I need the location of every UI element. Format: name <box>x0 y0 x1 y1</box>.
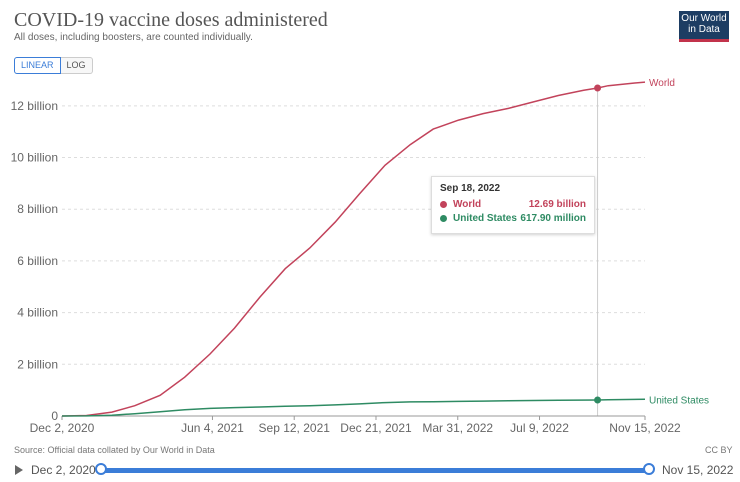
y-tick-label: 2 billion <box>17 357 58 371</box>
line-chart[interactable]: 0 2 billion 4 billion 6 billion 8 billion 10 … <box>0 0 740 440</box>
x-tick-label: Dec 2, 2020 <box>30 421 95 435</box>
logo-line-1: Our World <box>681 13 727 24</box>
y-tick-label: 12 billion <box>11 99 58 113</box>
timeline-end-label: Nov 15, 2022 <box>662 463 734 477</box>
world-dot-icon <box>440 201 447 208</box>
y-tick-label: 6 billion <box>17 254 58 268</box>
x-tick-label: Sep 12, 2021 <box>259 421 331 435</box>
chart-tooltip: Sep 18, 2022 World 12.69 billion United … <box>431 176 595 234</box>
y-tick-label: 10 billion <box>11 151 58 165</box>
license-link[interactable]: CC BY <box>705 445 733 455</box>
united-states-end-label[interactable]: United States <box>649 395 709 406</box>
united-states-dot-icon <box>440 215 447 222</box>
play-icon[interactable] <box>15 465 23 475</box>
chart-subtitle: All doses, including boosters, are count… <box>14 32 253 43</box>
logo-line-2: in Data <box>688 24 720 35</box>
tooltip-series-value: 617.90 million <box>520 213 586 224</box>
x-tick-label: Dec 21, 2021 <box>340 421 412 435</box>
tooltip-row-united-states: United States 617.90 million <box>440 213 586 224</box>
timeline-track[interactable] <box>101 468 649 473</box>
x-tick-label: Jun 4, 2021 <box>181 421 244 435</box>
tooltip-series-name: United States <box>453 213 517 224</box>
x-tick-label: Mar 31, 2022 <box>422 421 493 435</box>
tooltip-date: Sep 18, 2022 <box>440 183 501 194</box>
x-tick-label: Jul 9, 2022 <box>510 421 569 435</box>
x-tick-label: Nov 15, 2022 <box>609 421 681 435</box>
owid-logo[interactable]: Our World in Data <box>679 11 729 42</box>
united-states-series-line[interactable] <box>61 398 646 417</box>
timeline-start-label: Dec 2, 2020 <box>31 463 96 477</box>
united-states-highlight-point[interactable] <box>594 396 602 404</box>
timeline-start-handle[interactable] <box>95 463 107 475</box>
tooltip-series-name: World <box>453 199 482 210</box>
source-note[interactable]: Source: Official data collated by Our Wo… <box>14 445 215 455</box>
linear-scale-button[interactable]: LINEAR <box>14 57 61 74</box>
tooltip-series-value: 12.69 billion <box>528 199 586 210</box>
world-series-line[interactable] <box>61 81 646 417</box>
y-tick-label: 0 <box>51 409 58 423</box>
y-tick-label: 8 billion <box>17 202 58 216</box>
y-tick-label: 4 billion <box>17 306 58 320</box>
world-highlight-point[interactable] <box>594 84 602 92</box>
scale-toggle: LINEAR LOG <box>14 57 93 74</box>
tooltip-row-world: World 12.69 billion <box>440 199 586 210</box>
chart-title: COVID-19 vaccine doses administered <box>14 9 328 31</box>
world-end-label[interactable]: World <box>649 78 675 89</box>
log-scale-button[interactable]: LOG <box>60 57 93 74</box>
timeline-end-handle[interactable] <box>643 463 655 475</box>
